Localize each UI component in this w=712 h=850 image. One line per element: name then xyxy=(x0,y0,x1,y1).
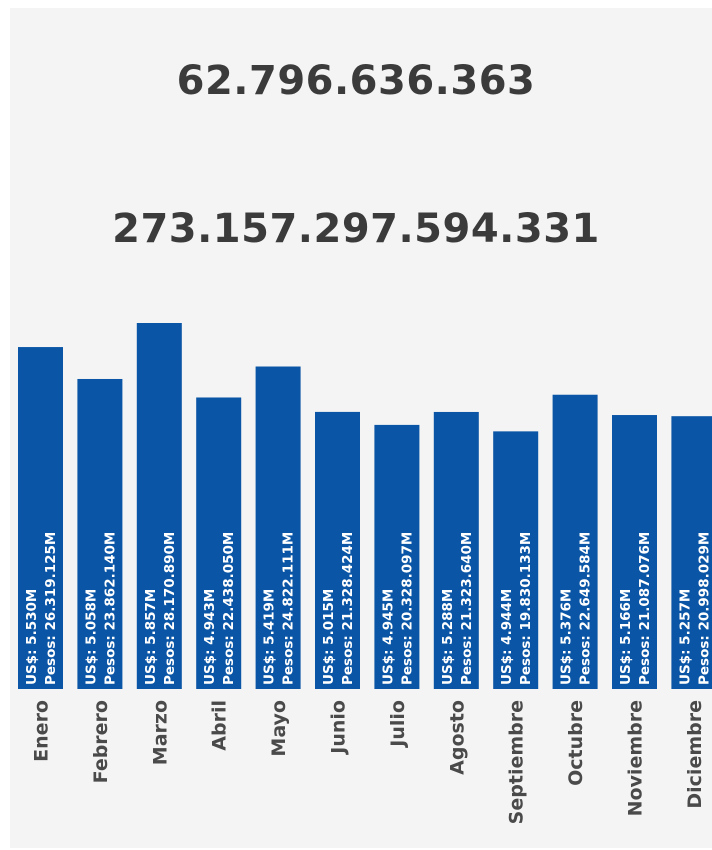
bar-label-pesos-abril: Pesos: 22.438.050M xyxy=(221,532,237,685)
bar-label-usd-enero: US$: 5.530M xyxy=(24,589,40,685)
total-pesos-value: 273.157.297.594.331 xyxy=(112,206,600,252)
category-label-marzo: Marzo xyxy=(149,700,171,765)
category-label-junio: Junio xyxy=(328,700,350,756)
bar-agosto xyxy=(433,411,479,689)
bar-label-pesos-marzo: Pesos: 28.170.890M xyxy=(162,532,178,685)
bar-label-pesos-noviembre: Pesos: 21.087.076M xyxy=(637,532,653,685)
bar-label-usd-junio: US$: 5.015M xyxy=(321,589,337,685)
bar-noviembre xyxy=(612,415,657,689)
total-usd-value: 62.796.636.363 xyxy=(176,58,536,104)
bar-septiembre xyxy=(493,431,539,689)
bar-label-pesos-febrero: Pesos: 23.862.140M xyxy=(102,532,118,685)
bar-octubre xyxy=(552,394,598,689)
bar-label-usd-diciembre: US$: 5.257M xyxy=(677,589,693,685)
bar-abril xyxy=(196,397,242,689)
bar-julio xyxy=(374,424,420,689)
bar-label-pesos-enero: Pesos: 26.319.125M xyxy=(43,532,59,685)
bar-label-pesos-junio: Pesos: 21.328.424M xyxy=(340,532,356,685)
bar-febrero xyxy=(77,378,123,689)
bar-label-pesos-mayo: Pesos: 24.822.111M xyxy=(281,532,297,685)
category-label-diciembre: Diciembre xyxy=(684,700,706,809)
bar-label-usd-agosto: US$: 5.288M xyxy=(440,589,456,685)
bar-label-usd-noviembre: US$: 5.166M xyxy=(618,589,634,685)
bar-label-pesos-diciembre: Pesos: 20.998.029M xyxy=(696,532,712,685)
bar-label-pesos-agosto: Pesos: 21.323.640M xyxy=(459,532,475,685)
category-label-septiembre: Septiembre xyxy=(506,700,528,824)
category-label-enero: Enero xyxy=(31,700,53,762)
category-label-mayo: Mayo xyxy=(268,700,290,757)
category-label-agosto: Agosto xyxy=(446,700,468,775)
bar-marzo xyxy=(136,323,182,689)
bar-label-usd-septiembre: US$: 4.944M xyxy=(499,589,515,685)
category-label-julio: Julio xyxy=(387,700,409,749)
category-label-octubre: Octubre xyxy=(565,700,587,786)
bar-label-pesos-septiembre: Pesos: 19.830.133M xyxy=(518,532,534,685)
bar-label-pesos-julio: Pesos: 20.328.097M xyxy=(399,532,415,685)
category-label-febrero: Febrero xyxy=(90,700,112,783)
bar-label-usd-julio: US$: 4.945M xyxy=(380,589,396,685)
bar-label-usd-mayo: US$: 5.419M xyxy=(262,589,278,685)
bar-diciembre xyxy=(671,416,712,689)
bar-mayo xyxy=(255,366,301,689)
bar-label-usd-febrero: US$: 5.058M xyxy=(83,589,99,685)
category-label-noviembre: Noviembre xyxy=(625,700,647,816)
bar-label-usd-octubre: US$: 5.376M xyxy=(559,589,575,685)
bar-label-pesos-octubre: Pesos: 22.649.584M xyxy=(578,532,594,685)
bar-label-usd-marzo: US$: 5.857M xyxy=(143,589,159,685)
bar-enero xyxy=(18,347,63,689)
bar-junio xyxy=(315,411,360,689)
bar-label-usd-abril: US$: 4.943M xyxy=(202,589,218,685)
category-label-abril: Abril xyxy=(209,700,231,751)
